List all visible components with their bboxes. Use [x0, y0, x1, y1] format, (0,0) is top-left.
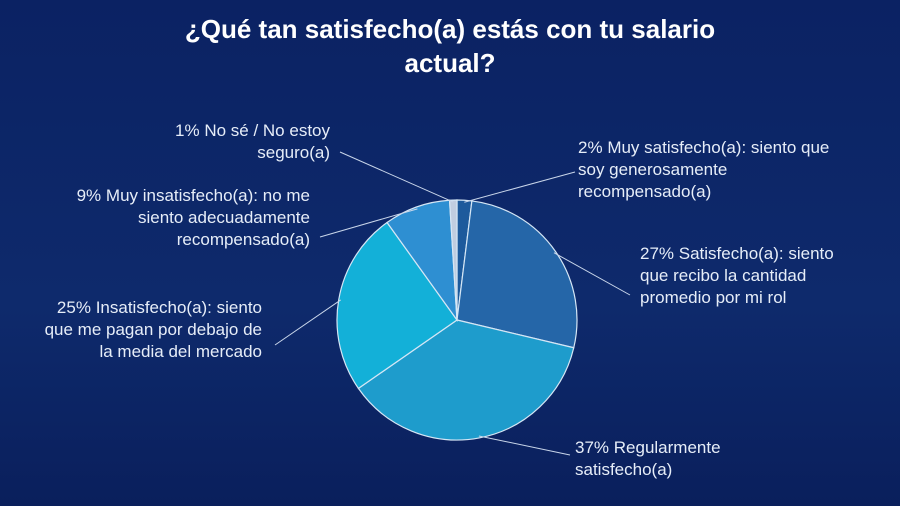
leader-line: [274, 299, 342, 346]
pie-slice: [336, 221, 458, 390]
chart-title: ¿Qué tan satisfecho(a) estás con tu sala…: [184, 14, 716, 78]
category-label: Muy satisfecho(a): siento que soy genero…: [578, 138, 830, 201]
pie-slice: [357, 319, 575, 441]
slice-label: 25% Insatisfecho(a): siento que me pagan…: [42, 297, 262, 363]
value-label: 37%: [575, 438, 610, 457]
leader-line: [319, 208, 418, 238]
slice-label: 2% Muy satisfecho(a): siento que soy gen…: [578, 137, 848, 203]
value-label: 1%: [175, 121, 200, 140]
category-label: Insatisfecho(a): siento que me pagan por…: [44, 298, 262, 361]
category-label: Satisfecho(a): siento que recibo la cant…: [640, 244, 834, 307]
category-label: No sé / No estoy seguro(a): [204, 121, 330, 162]
slice-label: 37% Regularmente satisfecho(a): [575, 437, 775, 481]
leader-line: [478, 435, 571, 456]
leader-line: [339, 151, 454, 203]
value-label: 27%: [640, 244, 675, 263]
category-label: Muy insatisfecho(a): no me siento adecua…: [105, 186, 310, 249]
leader-line: [464, 171, 576, 203]
value-label: 25%: [56, 298, 91, 317]
leader-line: [553, 252, 631, 296]
slice-label: 1% No sé / No estoy seguro(a): [130, 120, 330, 164]
slice-label: 9% Muy insatisfecho(a): no me siento ade…: [70, 185, 310, 251]
category-label: Regularmente satisfecho(a): [575, 438, 721, 479]
pie-slice: [456, 200, 578, 349]
value-label: 2%: [578, 138, 603, 157]
value-label: 9%: [76, 186, 102, 205]
slice-label: 27% Satisfecho(a): siento que recibo la …: [640, 243, 840, 309]
